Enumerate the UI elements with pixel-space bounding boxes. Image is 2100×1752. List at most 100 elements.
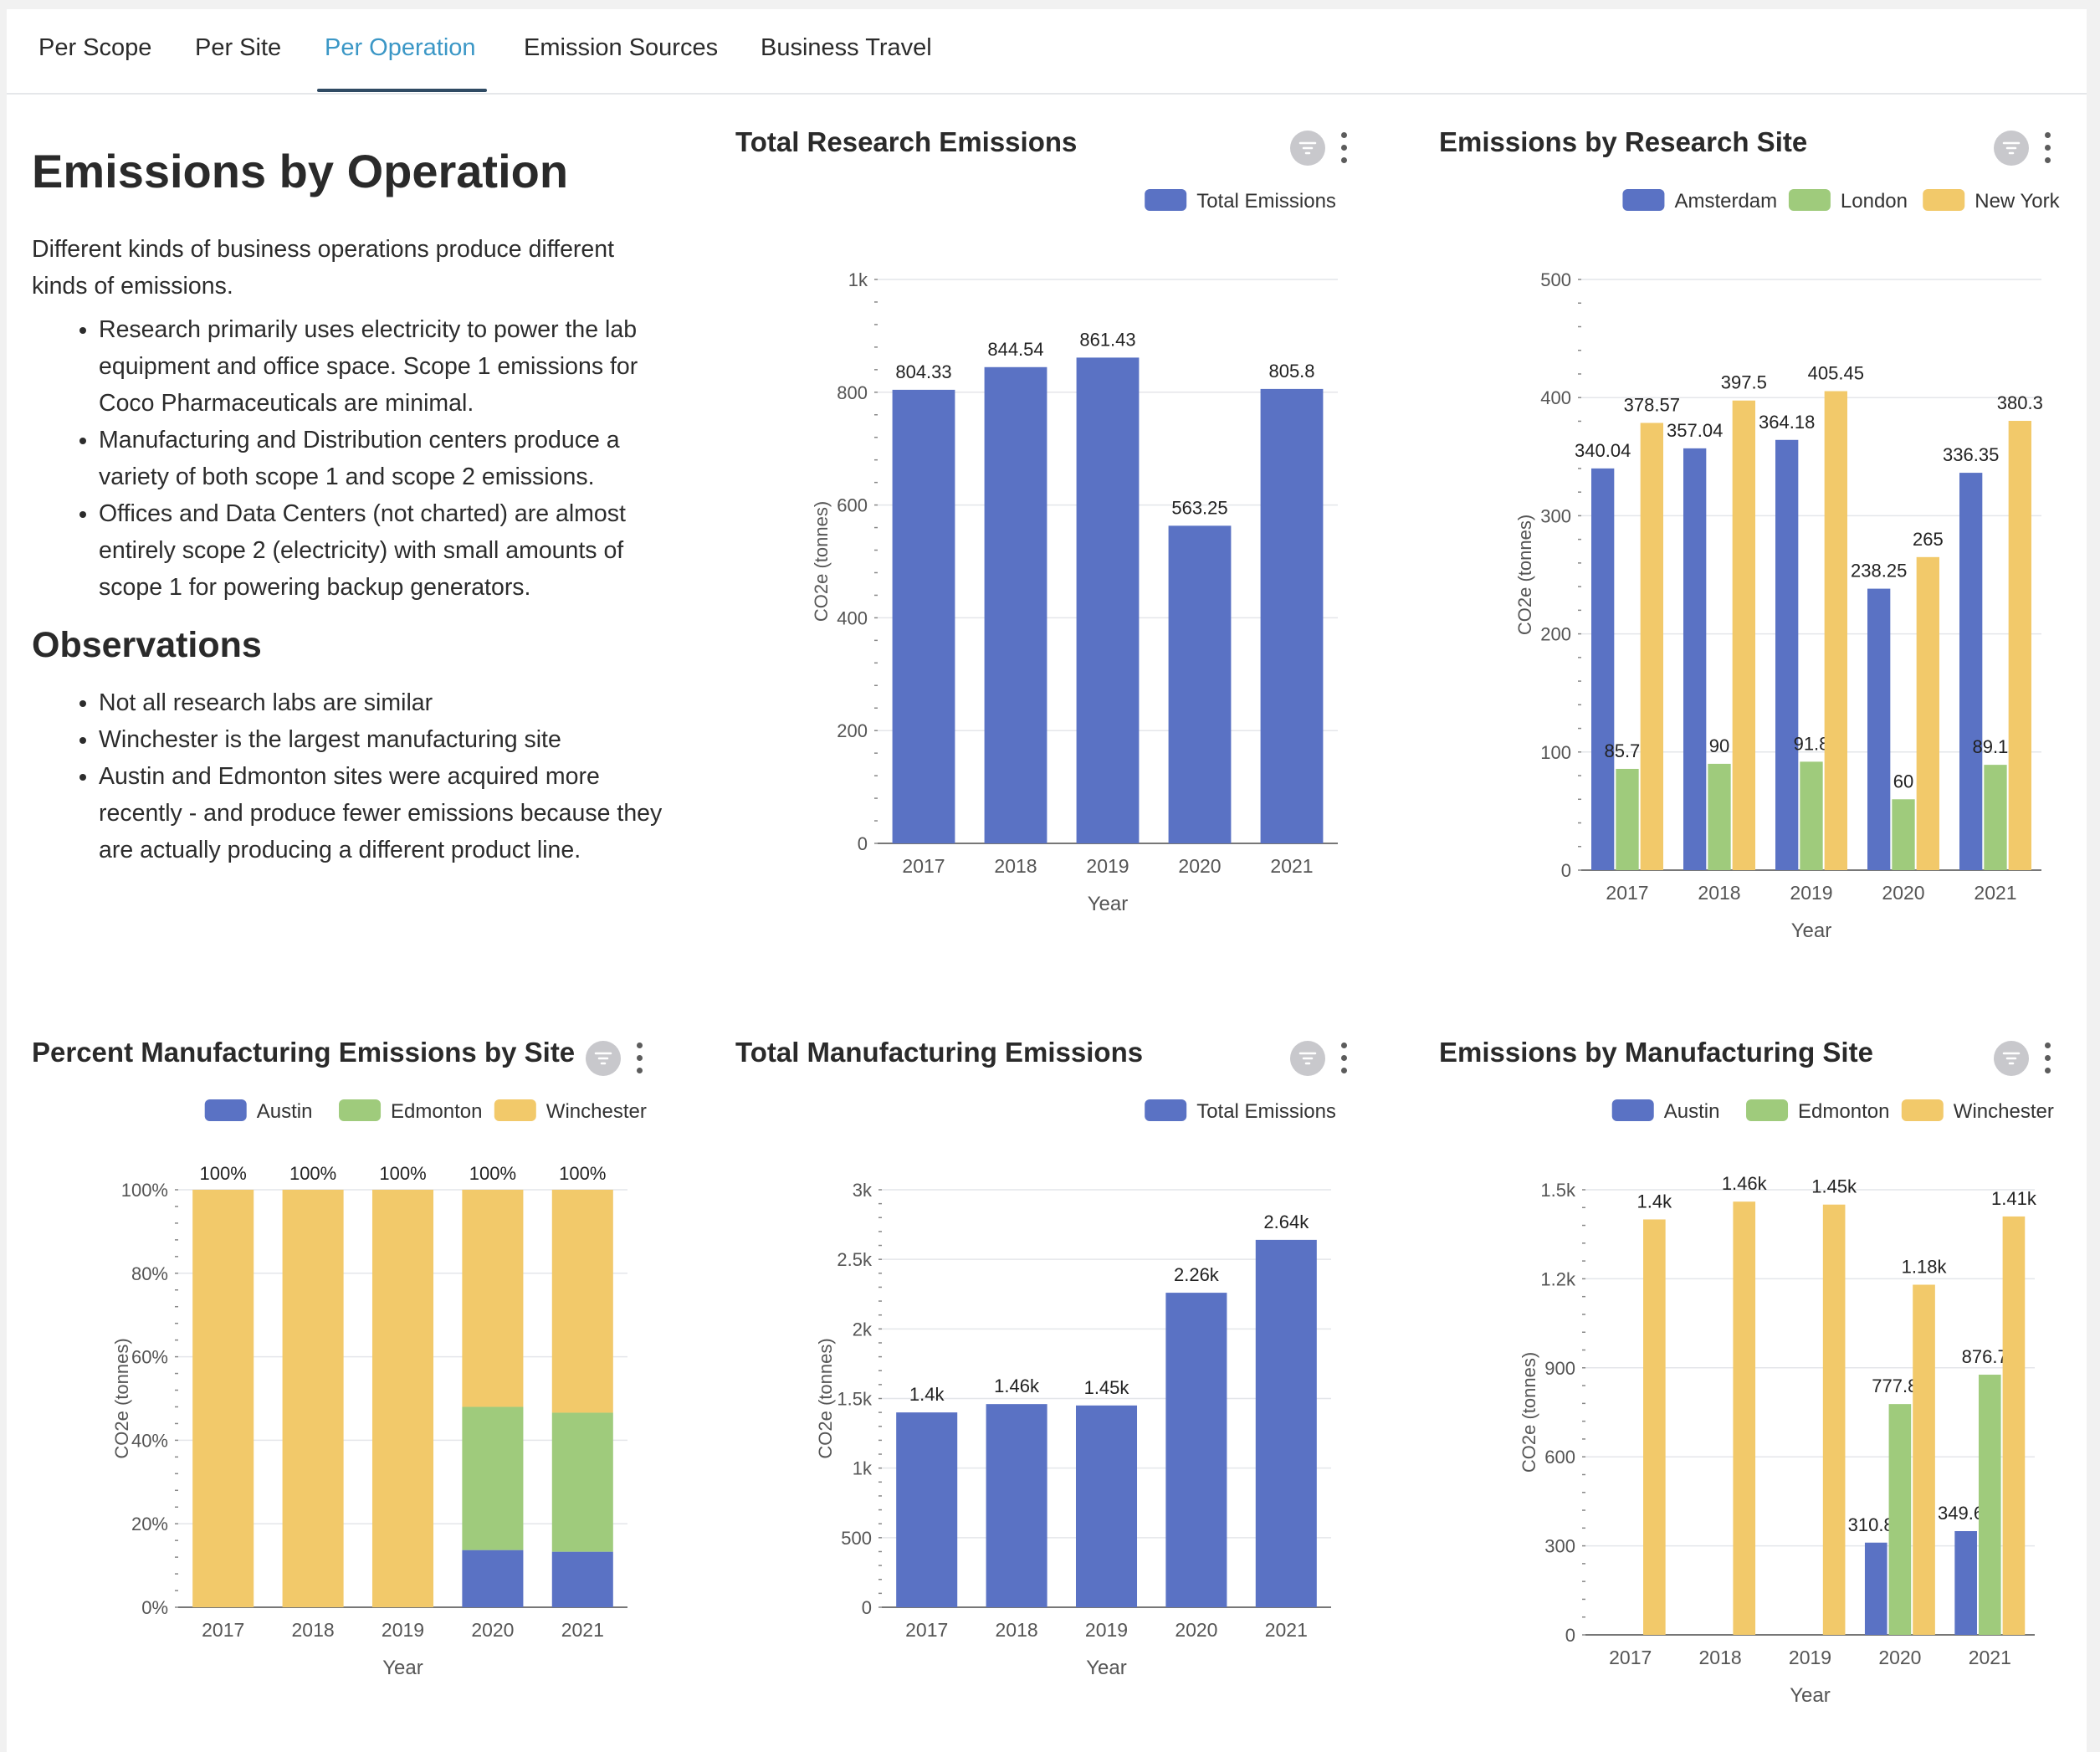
more-options-button[interactable] — [2040, 1041, 2056, 1076]
filter-button[interactable] — [1290, 131, 1325, 166]
more-options-button[interactable] — [632, 1041, 648, 1076]
y-tick-label: 0% — [141, 1597, 168, 1618]
data-label: 563.25 — [1171, 497, 1227, 518]
x-axis-title: Year — [1790, 1684, 1831, 1707]
x-tick-label: 2017 — [1609, 1647, 1652, 1668]
intro-panel: Emissions by Operation Different kinds o… — [32, 143, 676, 868]
bar — [1640, 423, 1663, 870]
legend-label: Edmonton — [391, 1100, 482, 1123]
tab-emission-sources[interactable]: Emission Sources — [524, 34, 719, 61]
list-item: Not all research labs are similar — [99, 684, 676, 721]
x-tick-label: 2017 — [902, 855, 945, 877]
x-tick-label: 2021 — [1974, 882, 2016, 904]
mfg-sites-chart: Winchester Edmonton Austin 0 300 600 900 1.2k 1.… — [1519, 1099, 2054, 1707]
legend-swatch — [1145, 189, 1187, 211]
y-tick-label: 400 — [837, 607, 868, 628]
x-tick-label: 2020 — [1882, 882, 1924, 904]
tab-per-site[interactable]: Per Site — [195, 34, 282, 61]
more-options-button[interactable] — [1336, 131, 1353, 166]
y-tick-label: 3k — [853, 1180, 873, 1201]
data-label: 100% — [469, 1163, 516, 1184]
bar — [1708, 763, 1731, 870]
x-tick-label: 2017 — [202, 1619, 244, 1641]
y-tick-label: 100 — [1540, 742, 1571, 763]
data-label: 844.54 — [987, 339, 1043, 360]
data-label: 60 — [1893, 771, 1913, 791]
filter-icon — [1298, 141, 1317, 155]
x-axis-title: Year — [382, 1657, 423, 1679]
data-label: 364.18 — [1759, 412, 1815, 433]
filter-icon — [2002, 1052, 2021, 1065]
bar — [1168, 525, 1232, 843]
intro-paragraph: Different kinds of business operations p… — [32, 236, 615, 300]
chart-title: Percent Manufacturing Emissions by Site — [32, 1037, 576, 1068]
bar — [1683, 448, 1707, 870]
x-tick-label: 2020 — [1178, 855, 1221, 877]
x-tick-label: 2018 — [1698, 882, 1740, 904]
bar — [1775, 439, 1799, 870]
more-options-button[interactable] — [1336, 1041, 1353, 1076]
tab-per-operation[interactable]: Per Operation — [325, 34, 476, 61]
data-label: 1.4k — [909, 1384, 945, 1405]
data-label: 340.04 — [1575, 440, 1631, 461]
bar — [1913, 1284, 1935, 1635]
data-label: 805.8 — [1268, 361, 1314, 382]
x-tick-label: 2019 — [382, 1619, 424, 1641]
bar — [1255, 1239, 1317, 1607]
y-axis-title: CO2e (tonnes) — [815, 1338, 836, 1458]
bar — [1075, 1405, 1138, 1607]
tab-per-scope[interactable]: Per Scope — [38, 34, 152, 61]
y-tick-label: 1.5k — [1540, 1180, 1576, 1201]
filter-button[interactable] — [1994, 1041, 2029, 1076]
legend-label: Total Emissions — [1196, 1100, 1336, 1123]
dashboard-page: Per Scope Per Site Per Operation Emissio… — [7, 9, 2087, 1752]
bar-segment — [462, 1406, 524, 1550]
legend-swatch — [339, 1099, 382, 1121]
bar — [1959, 473, 1983, 870]
y-tick-label: 1.5k — [837, 1389, 873, 1410]
bar-segment — [551, 1412, 613, 1552]
y-tick-label: 1.2k — [1540, 1268, 1576, 1289]
filter-button[interactable] — [1994, 131, 2029, 166]
y-tick-label: 40% — [131, 1430, 168, 1451]
bar — [1732, 400, 1755, 871]
filter-button[interactable] — [586, 1041, 621, 1076]
bar — [984, 366, 1047, 843]
y-tick-label: 900 — [1544, 1358, 1575, 1379]
x-tick-label: 2020 — [1878, 1647, 1921, 1668]
data-label: 90 — [1709, 735, 1729, 756]
more-options-button[interactable] — [2040, 131, 2056, 166]
y-tick-label: 300 — [1540, 505, 1571, 526]
y-tick-label: 600 — [837, 495, 868, 516]
legend-label: Austin — [1664, 1100, 1720, 1123]
data-label: 405.45 — [1808, 363, 1864, 384]
bar — [1643, 1219, 1666, 1635]
bar — [1165, 1293, 1227, 1607]
data-label: 100% — [559, 1163, 606, 1184]
data-label: 100% — [200, 1163, 247, 1184]
bar — [1864, 1542, 1887, 1635]
legend-label: Amsterdam — [1674, 190, 1777, 213]
x-tick-label: 2021 — [1270, 855, 1313, 877]
y-tick-label: 200 — [837, 720, 868, 741]
data-label: 100% — [289, 1163, 336, 1184]
research-sites-card: Emissions by Research Site New York Londo… — [1439, 126, 2075, 946]
y-tick-label: 60% — [131, 1347, 168, 1368]
legend-swatch — [1746, 1099, 1789, 1121]
list-item: Offices and Data Centers (not charted) a… — [99, 495, 676, 606]
y-tick-label: 0 — [858, 833, 868, 854]
tab-business-travel[interactable]: Business Travel — [761, 34, 932, 61]
research-total-chart: Total Emissions 0 200 400 600 800 1k CO2e (tonn… — [811, 189, 1338, 915]
bar-segment — [371, 1190, 434, 1607]
x-tick-label: 2019 — [1085, 1619, 1128, 1641]
legend-swatch — [1611, 1099, 1654, 1121]
y-tick-label: 2k — [853, 1319, 873, 1340]
filter-icon — [594, 1052, 612, 1065]
data-label: 91.8 — [1794, 733, 1830, 754]
filter-button[interactable] — [1290, 1041, 1325, 1076]
y-axis-title: CO2e (tonnes) — [1514, 515, 1535, 635]
data-label: 100% — [379, 1163, 426, 1184]
legend-label: Edmonton — [1798, 1100, 1889, 1123]
y-tick-label: 0 — [1565, 1625, 1575, 1646]
data-label: 397.5 — [1721, 372, 1767, 393]
